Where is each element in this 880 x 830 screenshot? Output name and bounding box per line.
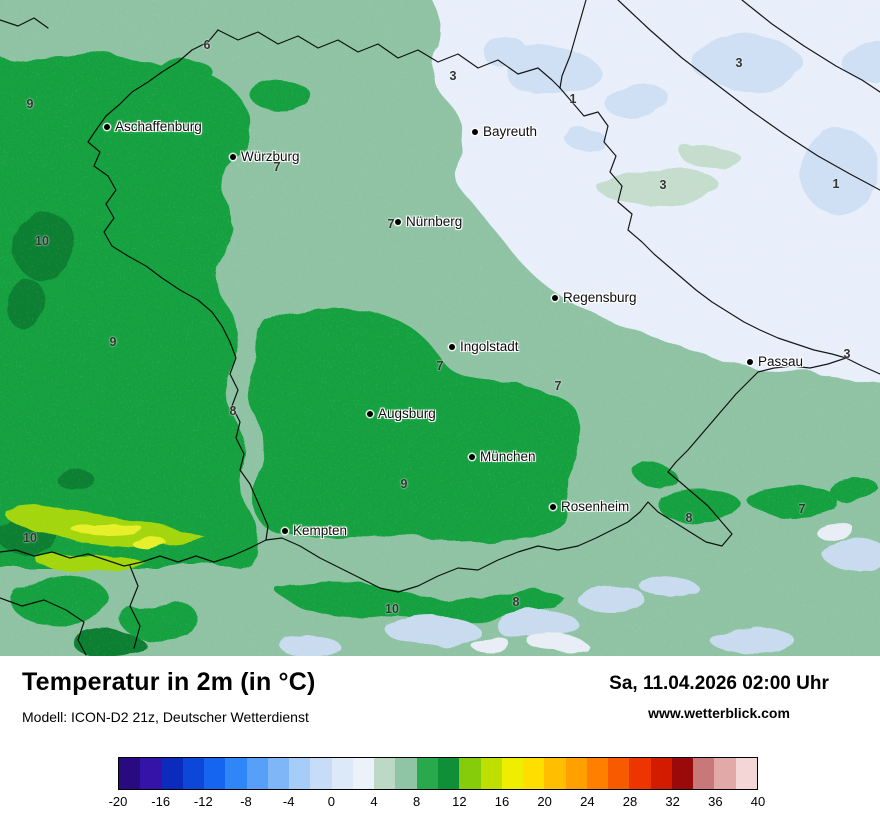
colorbar-segment (565, 758, 587, 789)
colorbar-segment (161, 758, 183, 789)
colorbar-segment (331, 758, 353, 789)
colorbar-segment (119, 758, 141, 789)
colorbar-segment (523, 758, 545, 789)
colorbar-segment (204, 758, 226, 789)
border-top-left (0, 17, 49, 29)
border-austria (265, 357, 847, 593)
forecast-datetime: Sa, 11.04.2026 02:00 Uhr (609, 673, 829, 694)
weather-map (0, 0, 880, 656)
model-info: Modell: ICON-D2 21z, Deutscher Wetterdie… (22, 709, 309, 725)
colorbar-segment (267, 758, 290, 789)
colorbar-tick: 12 (452, 794, 467, 809)
colorbar-tick: 24 (580, 794, 595, 809)
colorbar-tick: 32 (665, 794, 680, 809)
colorbar-segment (608, 758, 630, 789)
colorbar-tick: -4 (282, 794, 295, 809)
colorbar-segment (714, 758, 736, 789)
header-right-column: Sa, 11.04.2026 02:00 Uhr www.wetterblick… (578, 673, 860, 721)
border-czech-region-1 (617, 0, 880, 191)
colorbar-tick: -8 (240, 794, 252, 809)
colorbar-segment (544, 758, 566, 789)
website-text: www.wetterblick.com (648, 705, 790, 721)
colorbar-tick: 20 (537, 794, 552, 809)
border-alpine-2 (0, 597, 87, 656)
border-austria-west (0, 539, 267, 567)
border-bavaria-north (217, 29, 561, 89)
colorbar-segment (416, 758, 438, 789)
colorbar-segment (437, 758, 460, 789)
colorbar-segment (629, 758, 651, 789)
colorbar-segment (310, 758, 332, 789)
border-bavaria-west (87, 29, 269, 541)
colorbar-segment (395, 758, 417, 789)
colorbar-tick: 16 (494, 794, 510, 809)
colorbar-segment (671, 758, 694, 789)
colorbar-segment (182, 758, 205, 789)
colorbar-tick: 28 (622, 794, 638, 809)
colorbar-segment (225, 758, 247, 789)
colorbar-tick: 40 (750, 794, 766, 809)
colorbar-segment (140, 758, 162, 789)
colorbar-segment (693, 758, 715, 789)
border-czech-austria (845, 357, 880, 375)
colorbar-segment (374, 758, 396, 789)
page-title: Temperatur in 2m (in °C) (22, 668, 316, 696)
colorbar-tick: 4 (370, 794, 378, 809)
colorbar-tick: -12 (193, 794, 213, 809)
border-czech-region-3 (559, 0, 587, 89)
colorbar-segment (480, 758, 502, 789)
noise-texture (0, 0, 880, 656)
colorbar-tick: 0 (327, 794, 335, 809)
border-lines (0, 0, 880, 656)
temperature-field-svg (0, 0, 880, 656)
colorbar-segment (650, 758, 672, 789)
colorbar-segment (735, 758, 757, 789)
colorbar-segment (352, 758, 375, 789)
colorbar-segment (289, 758, 311, 789)
border-czech (559, 87, 847, 359)
colorbar-segment (459, 758, 481, 789)
colorbar-segment (501, 758, 524, 789)
border-czech-region-2 (741, 0, 880, 93)
colorbar-tick: -16 (151, 794, 171, 809)
colorbar-segment (246, 758, 268, 789)
colorbar-segment (586, 758, 609, 789)
colorbar-tick: 8 (413, 794, 421, 809)
border-alpine-1 (129, 565, 141, 649)
colorbar-tick: -20 (108, 794, 128, 809)
temperature-colorbar (118, 757, 758, 790)
colorbar-tick: 36 (708, 794, 723, 809)
